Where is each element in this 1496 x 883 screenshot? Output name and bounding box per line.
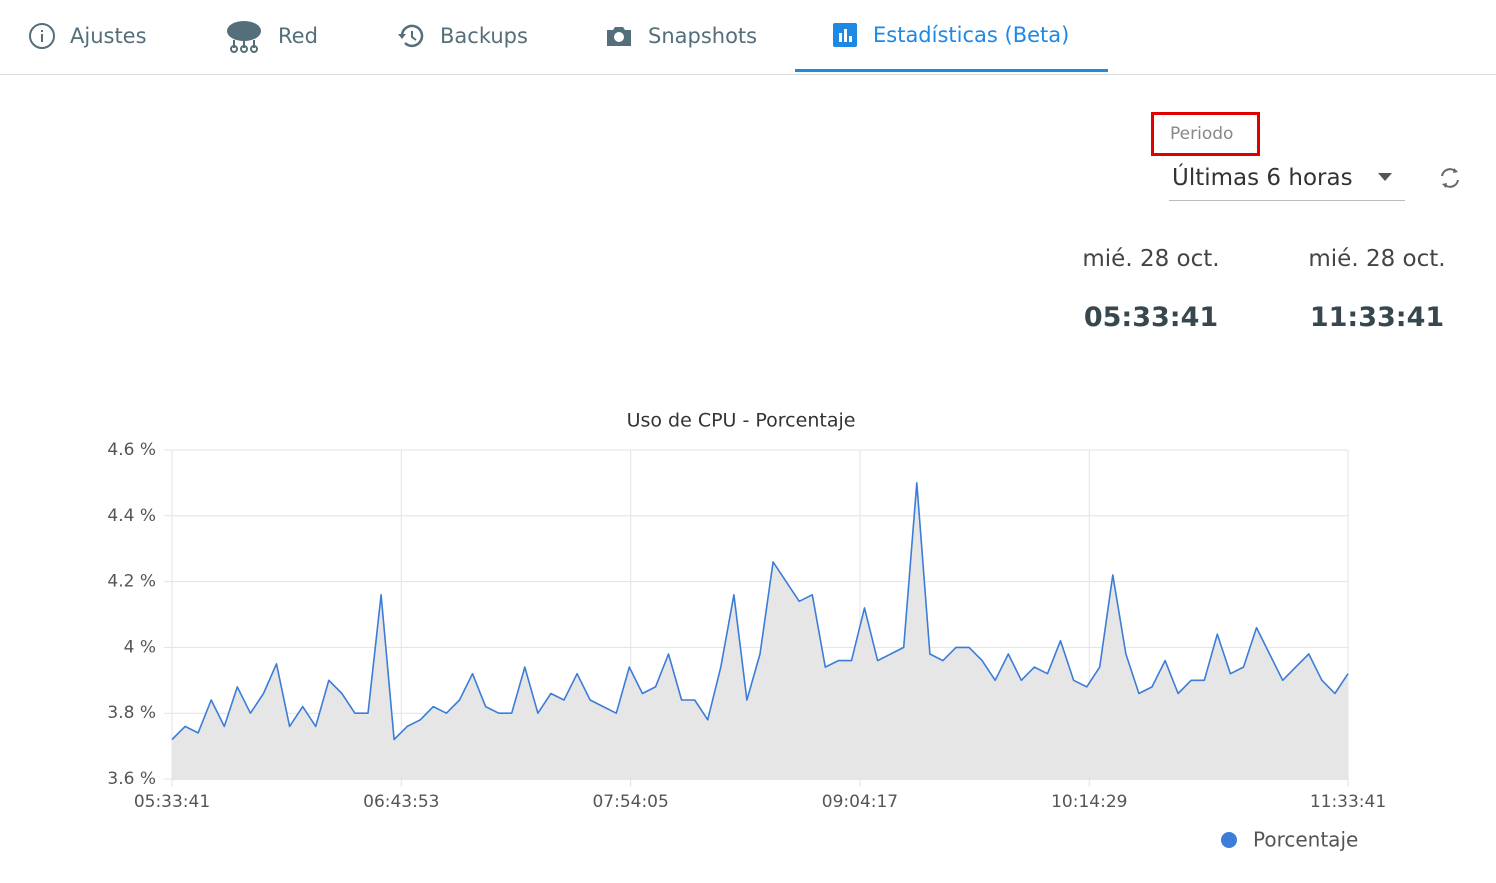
x-tick-label: 07:54:05 [592, 792, 668, 812]
icon [607, 27, 631, 46]
y-tick-label: 4 % [124, 637, 156, 657]
x-tick-label: 09:04:17 [822, 792, 898, 812]
icon [227, 21, 261, 53]
x-tick-label: 11:33:41 [1310, 792, 1386, 812]
tab[interactable]: Ajustes [28, 0, 147, 72]
area [172, 482, 1348, 779]
refresh-button[interactable] [1436, 164, 1464, 192]
period-value: Últimas 6 horas [1172, 165, 1353, 191]
y-tick-label: 4.6 % [107, 440, 156, 460]
end-time: 11:33:41 [1309, 302, 1445, 333]
y-tick-label: 4.2 % [107, 572, 156, 592]
dropdown-arrow [1378, 173, 1392, 181]
y-tick-label: 3.8 % [107, 703, 156, 723]
tab[interactable]: Backups [396, 0, 528, 72]
y-tick-label: 3.6 % [107, 769, 156, 789]
tab-bar: Ajustes Red Backups Snapshots Estadístic… [0, 0, 1496, 75]
period-select[interactable]: Últimas 6 horas [1169, 160, 1405, 201]
legend-marker [1221, 832, 1237, 848]
x-tick-label: 10:14:29 [1051, 792, 1127, 812]
icon [833, 22, 857, 47]
start-date: mié. 28 oct. [1082, 246, 1220, 272]
tab-label: Estadísticas (Beta) [873, 22, 1070, 47]
highlight-box [1151, 112, 1260, 156]
x-tick-label: 06:43:53 [363, 792, 439, 812]
end-date: mié. 28 oct. [1308, 246, 1446, 272]
tab-label: Backups [440, 24, 528, 48]
chart-title: Uso de CPU - Porcentaje [627, 410, 856, 432]
chart: Uso de CPU - Porcentaje 3.6 % 3.8 % 4 % 4.2… [107, 410, 1386, 852]
x-tick-label: 05:33:41 [134, 792, 210, 812]
legend-label: Porcentaje [1253, 828, 1358, 852]
y-tick-label: 4.4 % [107, 506, 156, 526]
start-time: 05:33:41 [1083, 302, 1219, 333]
icon [398, 24, 424, 48]
line [171, 482, 1349, 741]
period-label: Periodo [1170, 124, 1234, 144]
tab[interactable]: Red [224, 0, 318, 72]
tab[interactable]: Estadísticas (Beta) [795, 0, 1108, 72]
tab-label: Red [278, 24, 318, 48]
tab-label: Snapshots [648, 24, 758, 48]
tab[interactable]: Snapshots [604, 0, 757, 72]
tab-label: Ajustes [70, 24, 147, 48]
icon [29, 23, 55, 49]
